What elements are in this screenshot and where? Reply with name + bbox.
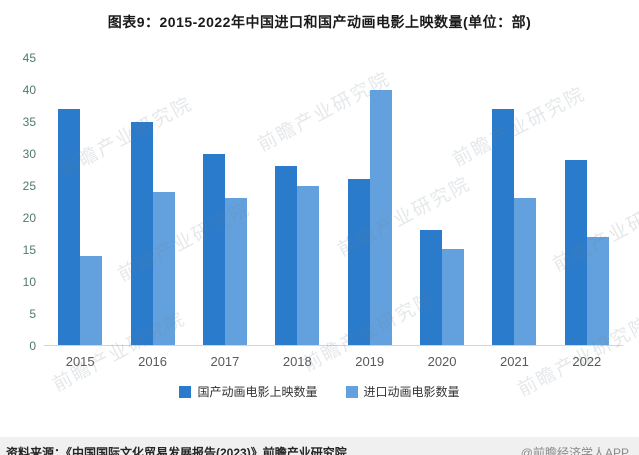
legend-item: 进口动画电影数量 (345, 383, 460, 400)
bar (442, 249, 465, 345)
y-axis: 0 5 10 15 20 25 30 35 40 45 (10, 52, 44, 352)
x-axis-labels: 2015 2016 2017 2018 2019 2020 2021 2022 (44, 346, 623, 369)
plot-area (44, 58, 623, 346)
legend-item: 国产动画电影上映数量 (179, 383, 318, 400)
x-tick-label: 2017 (210, 354, 240, 369)
y-tick-label: 45 (22, 51, 36, 65)
legend-swatch (179, 385, 192, 398)
y-tick-label: 35 (22, 115, 36, 129)
x-tick-label: 2021 (499, 354, 529, 369)
bar-group (551, 58, 623, 345)
x-tick-label: 2018 (282, 354, 312, 369)
legend-swatch (345, 385, 358, 398)
bar-group (406, 58, 478, 345)
bar (586, 236, 609, 345)
y-tick-label: 25 (22, 179, 36, 193)
legend-label: 国产动画电影上映数量 (197, 385, 318, 399)
bar (420, 230, 443, 345)
y-tick-label: 20 (22, 211, 36, 225)
bar-group (478, 58, 550, 345)
bar-group (116, 58, 188, 345)
legend: 国产动画电影上映数量 进口动画电影数量 (0, 383, 639, 400)
x-tick-label: 2020 (427, 354, 457, 369)
x-tick-label: 2015 (65, 354, 95, 369)
bar (80, 255, 103, 345)
source-note: 资料来源：《中国国际文化贸易发展报告(2023)》前瞻产业研究院 (6, 445, 347, 455)
bar (152, 191, 175, 345)
footer: 资料来源：《中国国际文化贸易发展报告(2023)》前瞻产业研究院 @前瞻经济学人… (0, 437, 639, 455)
y-tick-label: 10 (22, 275, 36, 289)
bar-group (44, 58, 116, 345)
bar (564, 160, 587, 345)
bar (224, 198, 247, 345)
chart-title: 图表9：2015-2022年中国进口和国产动画电影上映数量(单位：部) (107, 14, 532, 30)
y-tick-label: 30 (22, 147, 36, 161)
bar (202, 153, 225, 345)
bar-group (261, 58, 333, 345)
chart-area: 0 5 10 15 20 25 30 35 40 45 (10, 52, 623, 352)
y-tick-label: 5 (29, 307, 36, 321)
bar (492, 109, 515, 345)
bar (275, 166, 298, 345)
bar-group (334, 58, 406, 345)
x-axis: 2015 2016 2017 2018 2019 2020 2021 2022 (10, 346, 623, 369)
bar (58, 109, 81, 345)
y-tick-label: 40 (22, 83, 36, 97)
attribution: @前瞻经济学人APP (520, 445, 629, 455)
bar (130, 121, 153, 345)
bar (369, 89, 392, 345)
page: 图表9：2015-2022年中国进口和国产动画电影上映数量(单位：部) 0 5 10… (0, 12, 639, 455)
y-tick-label: 15 (22, 243, 36, 257)
y-axis-spacer (10, 346, 44, 369)
bar-group (189, 58, 261, 345)
bar (347, 179, 370, 345)
bar (514, 198, 537, 345)
x-tick-label: 2022 (572, 354, 602, 369)
x-tick-label: 2019 (355, 354, 385, 369)
legend-label: 进口动画电影数量 (363, 385, 460, 399)
bar (297, 185, 320, 345)
x-tick-label: 2016 (138, 354, 168, 369)
y-tick-label: 0 (29, 339, 36, 353)
